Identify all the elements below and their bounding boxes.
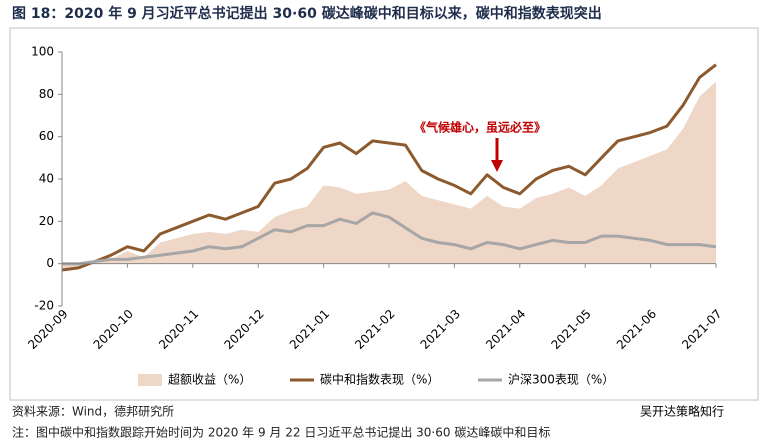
x-tick-label: 2021-06	[614, 307, 659, 352]
legend-label: 超额收益（%）	[168, 372, 251, 387]
y-tick-label: 20	[39, 214, 54, 228]
y-tick-label: 80	[39, 87, 54, 101]
legend-label: 碳中和指数表现（%）	[320, 372, 439, 387]
y-tick-label: 0	[46, 256, 54, 270]
legend-swatch	[138, 374, 162, 386]
area	[62, 81, 716, 270]
y-tick-label: 40	[39, 172, 54, 186]
x-tick-label: 2021-02	[352, 307, 397, 352]
watermark: 吴开达策略知行	[640, 404, 724, 419]
annotation: 《气候雄心，虽远必至》	[414, 120, 546, 135]
y-tick-label: 60	[39, 129, 54, 143]
x-tick-label: 2021-03	[418, 307, 463, 352]
x-tick-label: 2021-01	[287, 307, 332, 352]
line	[61, 63, 717, 272]
x-tick-label: 2020-09	[25, 307, 70, 352]
legend-label: 沪深300表现（%）	[508, 373, 614, 387]
line	[62, 211, 717, 266]
frame	[9, 27, 759, 401]
x-tick-label: 2021-05	[548, 307, 593, 352]
source: 资料来源：Wind，德邦研究所	[12, 404, 174, 419]
x-tick-label: 2020-12	[221, 307, 266, 352]
y-tick-label: 100	[31, 45, 54, 59]
annotation-arrowhead	[491, 160, 503, 172]
x-tick-label: 2021-07	[679, 307, 724, 352]
chart-title: 图 18：2020 年 9 月习近平总书记提出 30·60 碳达峰碳中和目标以来…	[12, 5, 602, 22]
x-tick-label: 2020-10	[91, 307, 136, 352]
y-tick-label: -20	[34, 299, 54, 313]
x-tick-label: 2021-04	[483, 307, 528, 352]
x-tick-label: 2020-11	[156, 307, 201, 352]
note: 注：图中碳中和指数跟踪开始时间为 2020 年 9 月 22 日习近平总书记提出…	[12, 425, 550, 440]
